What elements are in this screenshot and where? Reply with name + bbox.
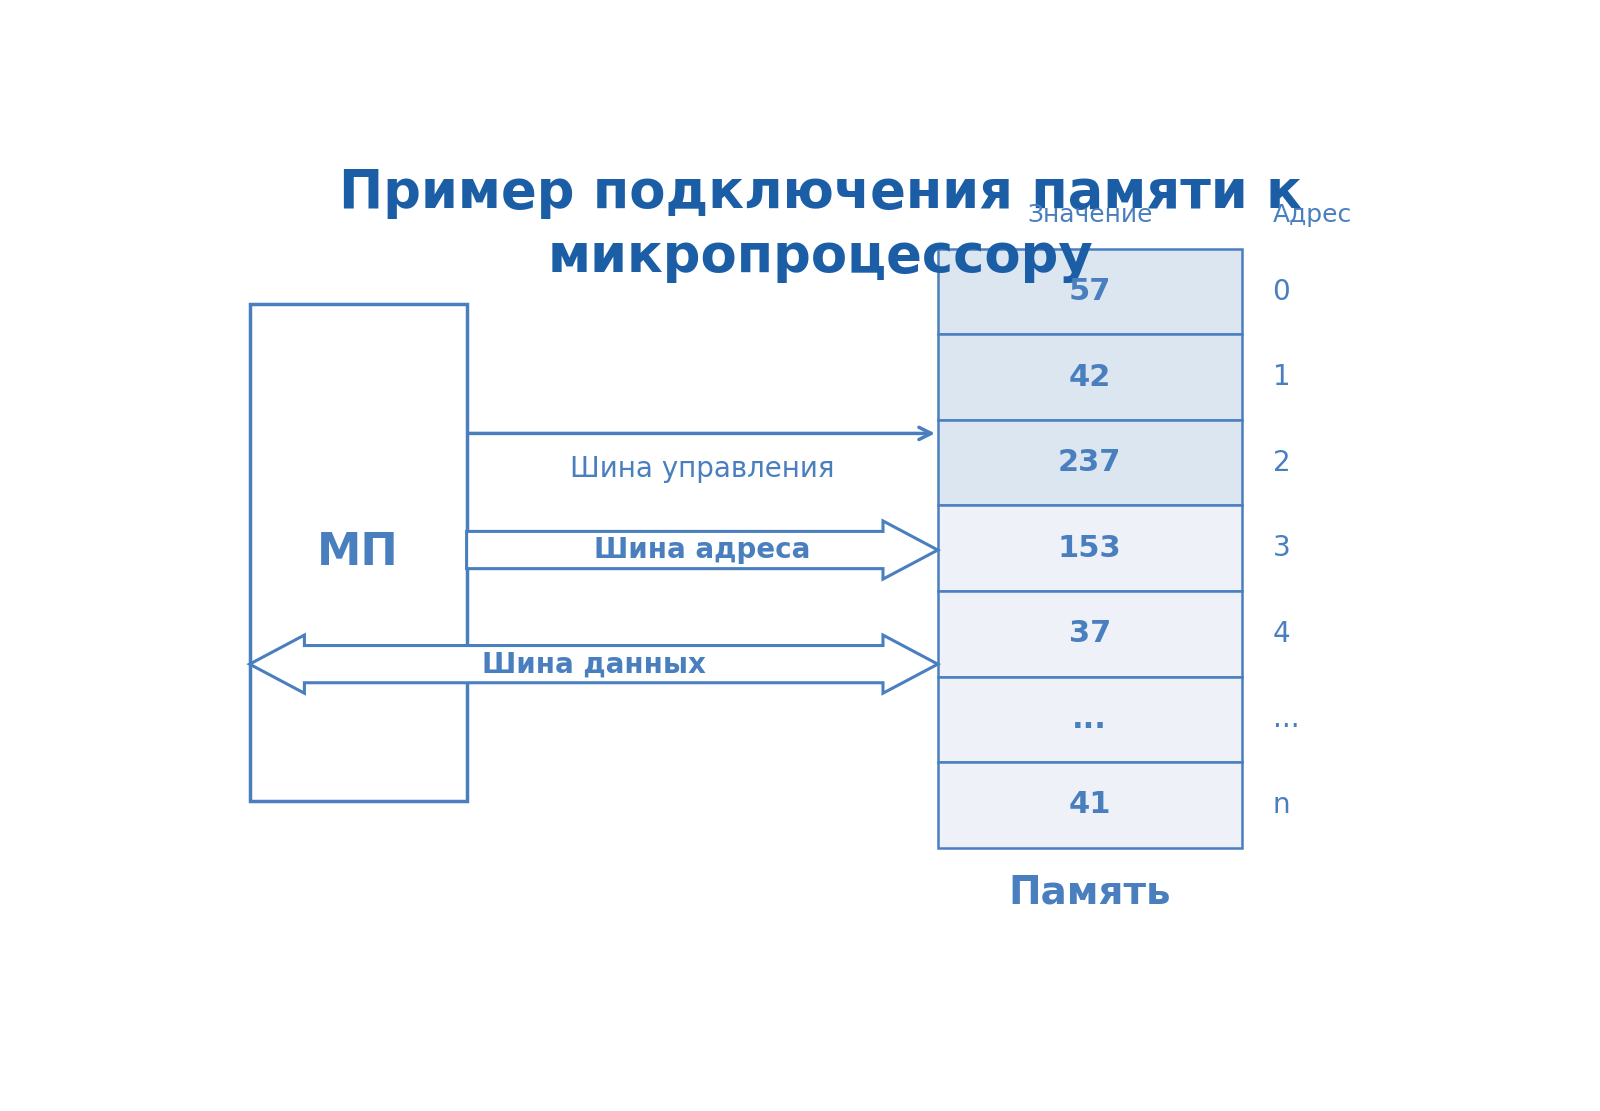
Text: Шина адреса: Шина адреса [594, 536, 810, 564]
Text: 2: 2 [1272, 449, 1290, 477]
Text: 0: 0 [1272, 278, 1290, 306]
Polygon shape [467, 521, 938, 579]
Text: ...: ... [1272, 705, 1299, 733]
Bar [938, 762, 1242, 848]
Bar [938, 249, 1242, 334]
Text: Значение: Значение [1027, 203, 1152, 228]
Text: 237: 237 [1058, 448, 1122, 478]
Bar [938, 420, 1242, 506]
Text: Адрес: Адрес [1272, 203, 1352, 228]
Bar [938, 334, 1242, 420]
Bar [938, 506, 1242, 591]
Text: 1: 1 [1272, 363, 1290, 391]
Text: 153: 153 [1058, 533, 1122, 563]
Text: Пример подключения памяти к: Пример подключения памяти к [339, 167, 1301, 219]
Bar [938, 591, 1242, 677]
Text: 4: 4 [1272, 620, 1290, 648]
Text: n: n [1272, 791, 1290, 819]
Text: ...: ... [1072, 704, 1107, 734]
Text: 57: 57 [1069, 277, 1110, 307]
Text: 3: 3 [1272, 534, 1290, 562]
Text: Шина данных: Шина данных [482, 650, 706, 678]
Text: 37: 37 [1069, 619, 1110, 649]
Text: Шина управления: Шина управления [570, 454, 835, 483]
Bar [938, 677, 1242, 762]
Text: Память: Память [1008, 873, 1171, 911]
Bar [250, 304, 467, 801]
Text: МП: МП [317, 531, 398, 574]
Polygon shape [250, 635, 938, 693]
Text: микропроцессору: микропроцессору [547, 231, 1093, 283]
Text: 42: 42 [1069, 362, 1110, 392]
Text: 41: 41 [1069, 790, 1110, 820]
